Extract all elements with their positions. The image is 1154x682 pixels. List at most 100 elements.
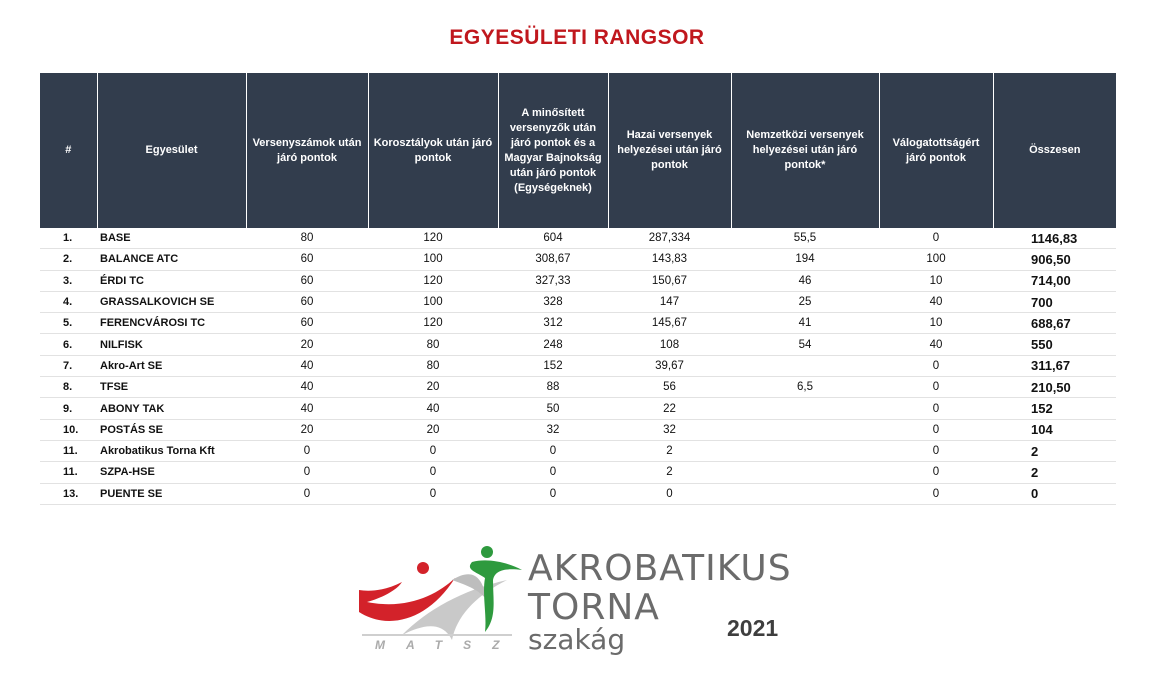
- col-header-rank: #: [40, 73, 98, 228]
- cell-international-points: 41: [731, 312, 879, 335]
- cell-national-team-points: 0: [879, 419, 993, 441]
- cell-national-team-points: 0: [879, 228, 993, 250]
- cell-age-group-points: 120: [368, 270, 498, 292]
- cell-age-group-points: 120: [368, 312, 498, 335]
- cell-club: ÉRDI TC: [97, 270, 246, 292]
- logo-green-head: [481, 546, 493, 558]
- year-label: 2021: [727, 615, 779, 641]
- cell-event-points: 40: [246, 376, 368, 399]
- table-row: 8. TFSE 40 20 88 56 6,5 0 210,50: [40, 376, 1116, 399]
- logo-org-text: MATSZ: [375, 638, 521, 652]
- cell-international-points: [731, 461, 879, 484]
- cell-age-group-points: 120: [368, 228, 498, 250]
- col-header-international-points: Nemzetközi versenyek helyezései után jár…: [731, 73, 880, 228]
- table-row: 1. BASE 80 120 604 287,334 55,5 0 1146,83: [40, 228, 1116, 250]
- cell-qualified-points: 50: [498, 397, 608, 420]
- cell-domestic-points: 143,83: [608, 248, 731, 271]
- cell-rank: 4.: [40, 291, 97, 314]
- col-header-qualified-points: A minősített versenyzők után járó pontok…: [498, 73, 609, 228]
- cell-qualified-points: 604: [498, 228, 608, 250]
- cell-domestic-points: 0: [608, 483, 731, 505]
- cell-qualified-points: 308,67: [498, 248, 608, 271]
- cell-international-points: [731, 355, 879, 378]
- cell-age-group-points: 80: [368, 333, 498, 356]
- cell-total: 152: [993, 397, 1116, 420]
- cell-international-points: [731, 483, 879, 505]
- table-row: 13. PUENTE SE 0 0 0 0 0 0: [40, 483, 1116, 505]
- cell-club: BASE: [97, 228, 246, 250]
- col-header-national-team-points: Válogatottságért járó pontok: [879, 73, 994, 228]
- col-header-total: Összesen: [993, 73, 1116, 228]
- cell-international-points: 54: [731, 333, 879, 356]
- cell-national-team-points: 40: [879, 333, 993, 356]
- cell-age-group-points: 0: [368, 440, 498, 463]
- cell-qualified-points: 327,33: [498, 270, 608, 292]
- cell-national-team-points: 10: [879, 270, 993, 292]
- cell-national-team-points: 0: [879, 397, 993, 420]
- cell-international-points: 6,5: [731, 376, 879, 399]
- table-row: 2. BALANCE ATC 60 100 308,67 143,83 194 100 906,…: [40, 248, 1116, 271]
- cell-age-group-points: 0: [368, 483, 498, 505]
- cell-event-points: 40: [246, 397, 368, 420]
- cell-domestic-points: 56: [608, 376, 731, 399]
- cell-event-points: 60: [246, 291, 368, 314]
- logo-line-1: AKROBATIKUS: [528, 548, 792, 589]
- table-row: 3. ÉRDI TC 60 120 327,33 150,67 46 10 714,00: [40, 270, 1116, 292]
- cell-event-points: 0: [246, 461, 368, 484]
- cell-rank: 7.: [40, 355, 97, 378]
- ranking-table: # Egyesület Versenyszámok után járó pont…: [40, 73, 1116, 505]
- cell-total: 906,50: [993, 248, 1116, 271]
- cell-event-points: 60: [246, 248, 368, 271]
- table-row: 11. Akrobatikus Torna Kft 0 0 0 2 0 2: [40, 440, 1116, 463]
- table-header-row: # Egyesület Versenyszámok után járó pont…: [40, 73, 1116, 228]
- cell-age-group-points: 100: [368, 291, 498, 314]
- cell-domestic-points: 2: [608, 440, 731, 463]
- cell-national-team-points: 0: [879, 483, 993, 505]
- cell-domestic-points: 2: [608, 461, 731, 484]
- cell-total: 210,50: [993, 376, 1116, 399]
- cell-total: 688,67: [993, 312, 1116, 335]
- cell-event-points: 20: [246, 419, 368, 441]
- cell-qualified-points: 312: [498, 312, 608, 335]
- col-header-domestic-points: Hazai versenyek helyezései után járó pon…: [608, 73, 732, 228]
- logo-green-figure: [469, 560, 522, 632]
- cell-total: 700: [993, 291, 1116, 314]
- cell-international-points: [731, 397, 879, 420]
- cell-domestic-points: 22: [608, 397, 731, 420]
- cell-qualified-points: 248: [498, 333, 608, 356]
- cell-domestic-points: 287,334: [608, 228, 731, 250]
- cell-age-group-points: 20: [368, 419, 498, 441]
- cell-international-points: 194: [731, 248, 879, 271]
- cell-total: 311,67: [993, 355, 1116, 378]
- cell-rank: 5.: [40, 312, 97, 335]
- cell-rank: 11.: [40, 440, 97, 463]
- cell-national-team-points: 40: [879, 291, 993, 314]
- cell-event-points: 40: [246, 355, 368, 378]
- table-row: 5. FERENCVÁROSI TC 60 120 312 145,67 41 10 688,6…: [40, 312, 1116, 335]
- cell-club: ABONY TAK: [97, 397, 246, 420]
- cell-event-points: 20: [246, 333, 368, 356]
- cell-rank: 6.: [40, 333, 97, 356]
- logo-line-3: szakág: [528, 623, 626, 656]
- cell-international-points: [731, 440, 879, 463]
- cell-international-points: 46: [731, 270, 879, 292]
- cell-event-points: 80: [246, 228, 368, 250]
- cell-national-team-points: 10: [879, 312, 993, 335]
- col-header-club: Egyesület: [97, 73, 247, 228]
- cell-event-points: 0: [246, 440, 368, 463]
- cell-age-group-points: 40: [368, 397, 498, 420]
- cell-total: 550: [993, 333, 1116, 356]
- cell-total: 0: [993, 483, 1116, 505]
- cell-age-group-points: 100: [368, 248, 498, 271]
- cell-event-points: 60: [246, 312, 368, 335]
- cell-qualified-points: 0: [498, 483, 608, 505]
- logo-gray-figure: [452, 574, 487, 600]
- cell-total: 104: [993, 419, 1116, 441]
- cell-domestic-points: 39,67: [608, 355, 731, 378]
- cell-rank: 2.: [40, 248, 97, 271]
- cell-rank: 3.: [40, 270, 97, 292]
- cell-event-points: 0: [246, 483, 368, 505]
- cell-national-team-points: 0: [879, 440, 993, 463]
- cell-rank: 8.: [40, 376, 97, 399]
- cell-club: FERENCVÁROSI TC: [97, 312, 246, 335]
